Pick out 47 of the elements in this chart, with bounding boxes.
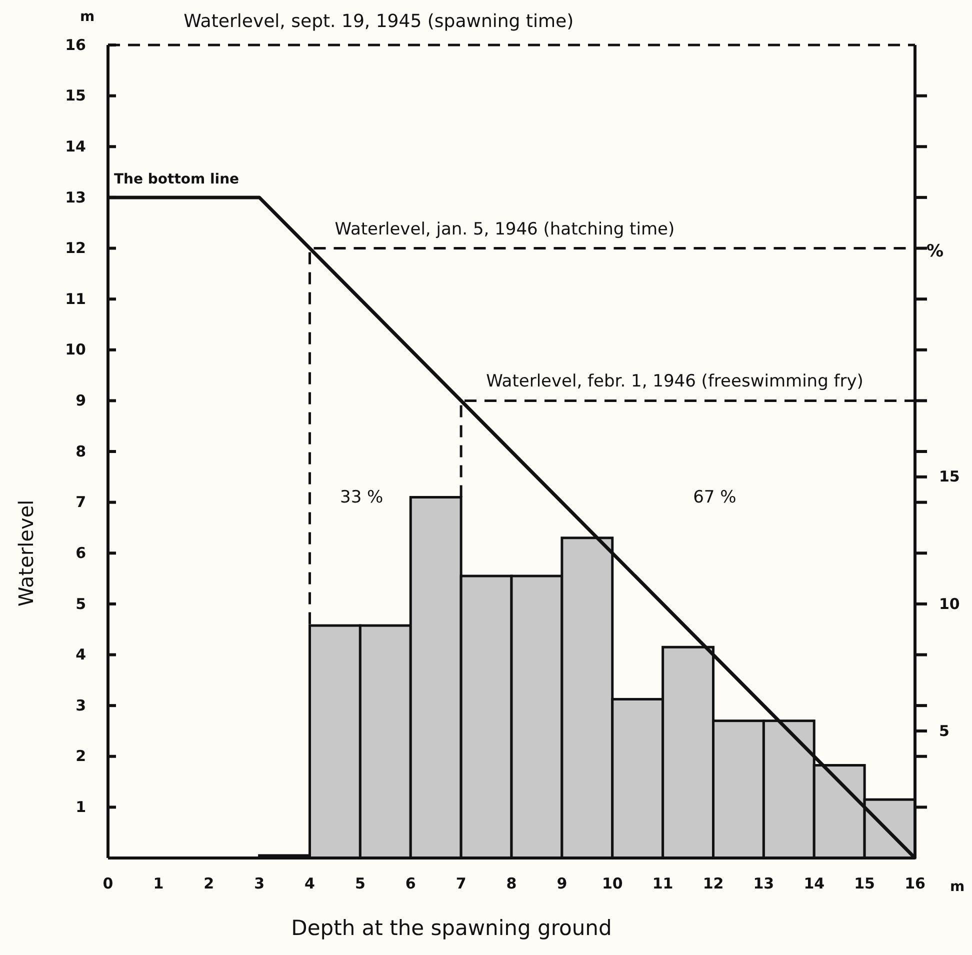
y2-tick-label: 15 bbox=[939, 468, 960, 486]
annotation: 33 % bbox=[340, 487, 384, 508]
x-tick-label: 13 bbox=[753, 874, 774, 893]
x-tick-label: 14 bbox=[804, 874, 825, 893]
x-tick-label: 15 bbox=[854, 874, 875, 893]
x-tick-label: 9 bbox=[556, 874, 568, 893]
y-tick-label: 6 bbox=[76, 544, 86, 562]
y2-tick-label: 5 bbox=[939, 722, 950, 740]
x-tick-label: 3 bbox=[254, 874, 265, 893]
y-tick-label: 3 bbox=[76, 696, 86, 714]
x-tick-label: 11 bbox=[652, 874, 674, 893]
ref-line-label: Waterlevel, sept. 19, 1945 (spawning time) bbox=[184, 11, 574, 32]
y-tick-label: 10 bbox=[65, 340, 86, 359]
y-tick-label: 7 bbox=[76, 493, 86, 512]
annotation: 67 % bbox=[693, 487, 736, 508]
x-tick-label: 1 bbox=[153, 874, 164, 893]
y-tick-label: 9 bbox=[76, 391, 86, 410]
y-tick-label: 16 bbox=[65, 36, 86, 54]
y-tick-label: 13 bbox=[65, 188, 86, 206]
x-axis-title: Depth at the spawning ground bbox=[291, 916, 612, 940]
text: m bbox=[80, 9, 95, 25]
y-tick-label: 1 bbox=[76, 798, 86, 816]
series-label: The bottom line bbox=[114, 171, 240, 188]
x-tick-label: 0 bbox=[102, 874, 114, 893]
x-tick-label: 4 bbox=[304, 874, 315, 893]
x-tick-label: 2 bbox=[204, 874, 214, 893]
x-tick-label: 12 bbox=[702, 874, 724, 893]
x-tick-label: 6 bbox=[405, 874, 416, 893]
y-tick-label: 12 bbox=[65, 239, 86, 258]
x-tick-label: 8 bbox=[506, 874, 517, 893]
y-tick-label: 2 bbox=[76, 747, 86, 766]
text: m bbox=[950, 879, 965, 895]
y2-tick-label: 10 bbox=[939, 594, 960, 613]
series-label: Waterlevel, febr. 1, 1946 (freeswimming fry) bbox=[486, 372, 864, 392]
y2-axis-title: % bbox=[926, 241, 944, 262]
y-tick-label: 8 bbox=[76, 442, 86, 460]
series-label: Waterlevel, jan. 5, 1946 (hatching time) bbox=[334, 219, 675, 240]
y-tick-label: 15 bbox=[65, 86, 86, 105]
x-tick-label: 5 bbox=[354, 874, 366, 893]
y-tick-label: 14 bbox=[65, 137, 86, 156]
x-tick-label: 16 bbox=[904, 874, 926, 893]
y-tick-label: 5 bbox=[76, 594, 86, 613]
y-axis-title: Waterlevel bbox=[14, 500, 38, 606]
x-tick-label: 7 bbox=[456, 874, 466, 893]
y-tick-label: 11 bbox=[65, 290, 86, 308]
y-tick-label: 4 bbox=[76, 646, 86, 664]
x-tick-label: 10 bbox=[602, 874, 623, 893]
